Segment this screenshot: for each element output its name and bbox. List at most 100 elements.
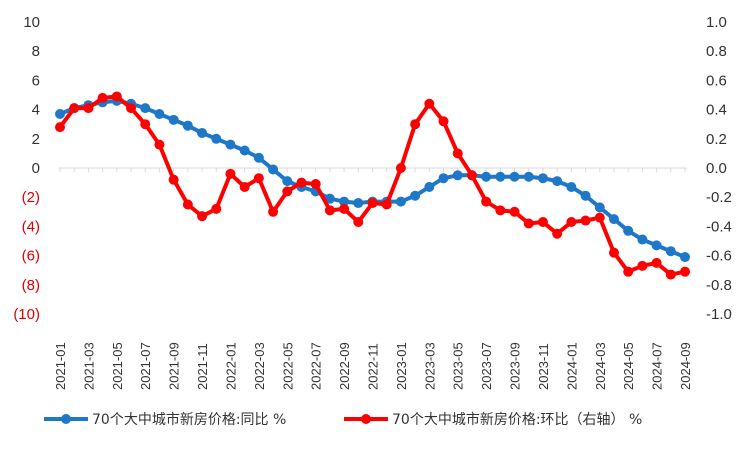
y-left-tick-label: 4 [32,102,40,119]
data-point-yoy [665,246,676,257]
y-right-tick-label: 0.0 [706,160,727,177]
legend-marker-yoy [61,414,71,424]
data-point-mom [381,199,392,210]
legend-item-yoy: 70个大中城市新房价格:同比 % [44,411,286,428]
data-point-yoy [680,252,690,263]
x-tick-label: 2024-05 [621,342,636,390]
x-tick-label: 2023-07 [479,342,494,390]
x-tick-label: 2022-05 [280,342,295,390]
data-point-yoy [55,108,65,119]
data-point-yoy [552,176,563,187]
series-yoy [55,95,690,263]
data-point-mom [55,122,65,133]
data-point-mom [623,266,634,277]
x-tick-label: 2023-05 [451,342,466,390]
data-point-mom [680,266,690,277]
y-right-tick-label: 1.0 [706,14,727,31]
data-point-yoy [168,114,179,125]
data-point-mom [296,177,307,188]
data-point-yoy [452,170,463,181]
data-point-mom [495,205,506,216]
data-point-mom [466,170,477,181]
x-tick-label: 2022-11 [366,343,381,390]
x-tick-label: 2022-07 [309,342,324,390]
y-right-tick-label: 0.4 [706,102,727,119]
series-line-mom [58,94,687,277]
legend-item-mom: 70个大中城市新房价格:环比（右轴） % [344,411,642,428]
y-right-tick-label: -0.6 [706,248,732,265]
data-point-mom [239,181,250,192]
data-point-mom [140,119,151,130]
data-point-yoy [239,145,250,156]
y-left-tick-label: (4) [22,218,40,235]
data-point-mom [452,148,463,159]
x-tick-label: 2021-11 [195,343,210,390]
data-point-mom [69,103,80,114]
x-tick-label: 2023-11 [536,343,551,390]
data-point-yoy [495,171,506,182]
data-point-mom [410,119,421,130]
x-tick-label: 2021-03 [81,342,96,390]
data-point-mom [182,199,193,210]
data-point-mom [566,217,577,228]
legend-label-yoy: 70个大中城市新房价格:同比 % [92,411,286,428]
data-point-yoy [438,173,449,184]
x-tick-label: 2024-07 [650,342,665,390]
legend: 70个大中城市新房价格:同比 % 70个大中城市新房价格:环比（右轴） % [44,411,642,428]
legend-label-mom: 70个大中城市新房价格:环比（右轴） % [392,411,642,428]
data-point-yoy [353,198,364,209]
y-left-tick-label: (2) [22,189,40,206]
y-right-tick-label: 0.8 [706,43,727,60]
y-right-tick-label: -0.4 [706,218,732,235]
y-left-tick-label: 2 [32,131,40,148]
x-tick-label: 2021-07 [138,342,153,390]
data-point-mom [608,247,619,258]
data-point-mom [580,215,591,226]
y-right-tick-label: 0.2 [706,131,727,148]
x-axis: 2021-01 2021-03 2021-05 2021-07 2021-09 2021-… [53,167,693,390]
data-point-yoy [282,176,293,187]
data-point-yoy [225,139,236,150]
data-point-mom [395,163,406,173]
data-point-yoy [608,214,619,225]
x-tick-label: 2023-03 [422,342,437,390]
y-left-tick-label: 6 [32,72,40,89]
data-point-yoy [580,190,591,201]
data-point-yoy [395,196,406,207]
data-point-yoy [523,171,534,182]
data-point-mom [353,217,364,228]
series-line-yoy [58,98,687,260]
data-point-mom [268,206,279,217]
y-left-tick-label: 10 [23,14,40,31]
series-layer [55,91,690,280]
data-point-yoy [651,240,662,251]
data-point-mom [211,203,222,214]
data-point-mom [481,196,492,207]
data-point-yoy [481,171,492,182]
data-point-mom [594,212,605,223]
data-point-yoy [211,133,222,144]
data-point-yoy [339,196,350,207]
data-point-mom [225,168,236,179]
y-left-tick-label: (10) [13,306,40,323]
data-point-yoy [197,127,208,138]
data-point-mom [126,103,137,114]
data-point-yoy [253,152,264,163]
data-point-mom [253,173,264,184]
data-point-mom [154,139,165,150]
data-point-yoy [566,181,577,192]
data-point-mom [282,186,293,197]
x-tick-label: 2021-01 [53,342,68,390]
y-right-tick-label: 0.6 [706,72,727,89]
x-tick-label: 2022-01 [223,342,238,390]
data-point-mom [97,92,108,103]
data-point-mom [523,218,534,229]
data-point-mom [424,98,435,109]
y-left-tick-label: 0 [32,160,40,177]
data-point-mom [339,203,350,214]
data-point-mom [552,228,563,239]
data-point-yoy [623,225,634,236]
y-right-tick-label: -0.8 [706,277,732,294]
x-tick-label: 2024-09 [678,342,693,390]
